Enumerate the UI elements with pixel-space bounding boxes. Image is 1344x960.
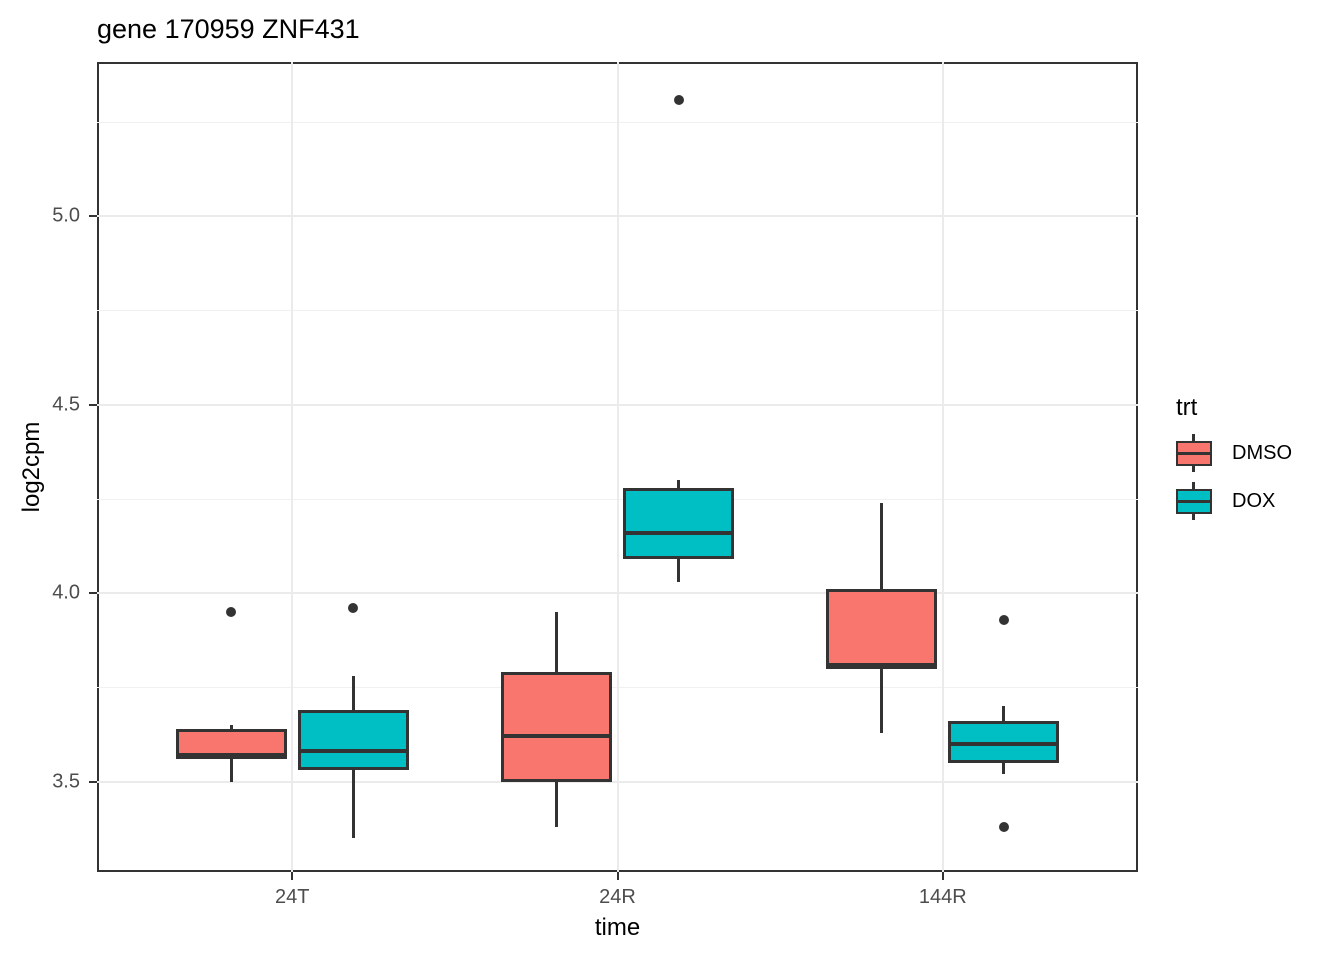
whisker-lower-24R-DMSO [555, 781, 558, 827]
y-axis-tick [89, 592, 97, 595]
x-axis-tick [941, 872, 944, 880]
boxplot-key-icon [1176, 482, 1212, 520]
key-median-line [1176, 452, 1212, 455]
whisker-lower-24T-DOX [351, 770, 355, 839]
gridline-x-major [616, 62, 619, 872]
boxplot-box-144R-DMSO [826, 589, 938, 669]
legend-entry-dox: DOX [1176, 482, 1292, 520]
outlier-point-144R-DOX [998, 821, 1009, 832]
gridline-x-major [291, 62, 294, 872]
gridline-x-major [941, 62, 944, 872]
median-line-24T-DMSO [175, 753, 287, 758]
y-tick-label: 4.5 [52, 393, 80, 416]
boxplot-box-24R-DMSO [501, 672, 612, 782]
boxplot-box-24R-DOX [623, 487, 734, 560]
median-line-144R-DOX [948, 741, 1060, 746]
x-axis-tick [616, 872, 619, 880]
y-axis-tick [89, 403, 97, 406]
outlier-point-144R-DOX [998, 614, 1009, 625]
outlier-point-24T-DMSO [226, 607, 237, 618]
median-line-24R-DMSO [501, 734, 612, 739]
whisker-lower-144R-DOX [1002, 762, 1006, 775]
x-axis-tick [291, 872, 294, 880]
whisker-upper-24T-DOX [351, 676, 355, 710]
x-tick-label: 24R [599, 886, 636, 908]
legend-title: trt [1176, 394, 1198, 421]
whisker-lower-24R-DOX [677, 559, 680, 582]
outlier-point-24T-DOX [348, 603, 359, 614]
outlier-point-24R-DOX [673, 94, 684, 105]
legend-label-dmso: DMSO [1232, 441, 1292, 464]
legend: trt DMSO DOX [1176, 394, 1292, 530]
y-axis-tick [89, 780, 97, 783]
x-tick-label: 24T [274, 886, 310, 908]
legend-entry-dmso: DMSO [1176, 434, 1292, 472]
y-axis-tick [89, 215, 97, 218]
y-tick-label: 3.5 [52, 770, 80, 793]
boxplot-box-24T-DOX [297, 710, 409, 771]
plot-title: gene 170959 ZNF431 [97, 14, 360, 44]
whisker-lower-144R-DMSO [880, 668, 884, 733]
median-line-24R-DOX [623, 530, 734, 535]
y-axis-title: log2cpm [18, 421, 45, 513]
x-axis-title: time [594, 914, 641, 941]
x-tick-label: 144R [918, 886, 967, 908]
whisker-upper-144R-DMSO [880, 502, 884, 590]
y-tick-label: 4.0 [52, 581, 80, 604]
whisker-lower-24T-DMSO [229, 758, 233, 782]
whisker-upper-24T-DMSO [229, 725, 233, 729]
whisker-upper-144R-DOX [1002, 706, 1006, 722]
legend-label-dox: DOX [1232, 489, 1276, 512]
median-line-24T-DOX [297, 749, 409, 754]
median-line-144R-DMSO [826, 662, 938, 667]
key-median-line [1176, 500, 1212, 503]
whisker-upper-24R-DOX [677, 480, 680, 488]
whisker-upper-24R-DMSO [555, 612, 558, 673]
y-tick-label: 5.0 [52, 204, 80, 227]
boxplot-key-icon [1176, 434, 1212, 472]
